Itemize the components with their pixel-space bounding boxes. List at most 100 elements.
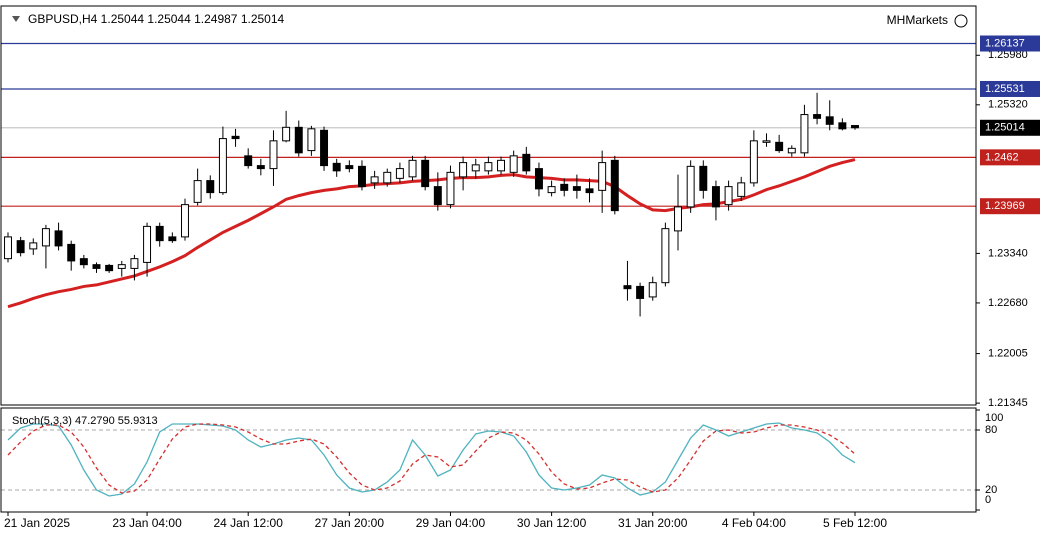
candle-body <box>29 242 38 250</box>
level-label: 1.26137 <box>985 37 1025 49</box>
candle-body <box>54 230 63 247</box>
x-tick-label: 30 Jan 12:00 <box>517 516 587 530</box>
candle-body <box>851 125 859 129</box>
candle-body <box>294 126 303 154</box>
candle-body <box>522 153 531 172</box>
x-tick-label: 27 Jan 20:00 <box>315 516 385 530</box>
candle-body <box>117 264 126 269</box>
candle-body <box>598 162 607 191</box>
y-tick-label: 1.23340 <box>988 247 1028 259</box>
candle-body <box>307 128 316 152</box>
stoch-panel-frame <box>0 407 977 513</box>
candle-body <box>433 186 442 206</box>
level-label-box <box>980 35 1040 52</box>
candle-body <box>825 116 834 125</box>
candle-body <box>585 188 594 194</box>
candle-body <box>446 171 455 206</box>
main-panel-frame <box>0 5 977 406</box>
candle-body <box>345 165 354 170</box>
x-tick-label: 23 Jan 04:00 <box>112 516 182 530</box>
candle-body <box>636 285 645 299</box>
candle-body <box>787 147 796 154</box>
brand: MHMarkets <box>887 13 948 27</box>
candle-body <box>497 159 506 172</box>
x-tick-label: 21 Jan 2025 <box>4 516 70 530</box>
candle-body <box>686 165 695 208</box>
candle-body <box>168 236 177 242</box>
level-label: 1.25014 <box>985 122 1025 134</box>
candle-body <box>79 258 88 266</box>
indicator-title: Stoch(5,3,3) 47.2790 55.9313 <box>12 415 158 427</box>
candle-body <box>282 126 291 142</box>
candle-body <box>648 282 657 298</box>
level-label-box <box>980 198 1040 215</box>
candle-body <box>256 165 265 170</box>
candle-body <box>92 264 101 269</box>
candle-body <box>737 182 746 197</box>
level-label: 1.25531 <box>985 83 1025 95</box>
candle-body <box>623 285 632 290</box>
candle-body <box>320 129 329 167</box>
candle-body <box>269 140 278 170</box>
candle-body <box>244 155 253 167</box>
y-tick-label: 1.25980 <box>988 49 1028 61</box>
candle-body <box>206 180 215 194</box>
stoch-signal-line <box>7 423 856 494</box>
y-tick-label: 1.25320 <box>988 99 1028 111</box>
candle-body <box>67 243 76 262</box>
candle-body <box>762 140 771 143</box>
candle-body <box>610 159 619 212</box>
y-tick-label: 0 <box>985 494 991 506</box>
x-tick-label: 29 Jan 04:00 <box>416 516 486 530</box>
candle-body <box>155 225 164 242</box>
candle-body <box>130 258 139 269</box>
level-label-box <box>980 80 1040 97</box>
candle-body <box>181 204 189 238</box>
y-tick-label: 100 <box>985 412 1003 424</box>
candle-body <box>661 228 670 284</box>
x-tick-label: 24 Jan 12:00 <box>213 516 283 530</box>
level-label-box <box>980 149 1040 166</box>
candle-body <box>572 186 581 191</box>
level-label-box <box>980 119 1040 136</box>
candle-body <box>534 168 543 190</box>
chart-title: GBPUSD,H4 1.25044 1.25044 1.24987 1.2501… <box>28 12 285 26</box>
y-tick-label: 20 <box>985 484 997 496</box>
candle-body <box>143 225 152 263</box>
candle-body <box>193 180 202 203</box>
y-tick-label: 1.22680 <box>988 297 1028 309</box>
candle-body <box>724 186 733 206</box>
candle-body <box>560 183 569 191</box>
candle-body <box>4 236 12 260</box>
x-tick-label: 4 Feb 04:00 <box>722 516 786 530</box>
candle-body <box>459 162 468 178</box>
y-tick-label: 1.22005 <box>988 347 1028 359</box>
candle-body <box>421 159 430 188</box>
level-label: 1.2462 <box>985 151 1019 163</box>
candle-body <box>370 176 379 184</box>
layer: 1.25980 1.25320 1.23340 1.22680 1.22005 1.213… <box>1 35 1040 530</box>
y-tick-label: 80 <box>985 424 997 436</box>
candle-body <box>775 141 784 152</box>
candle-body <box>674 206 682 232</box>
candle-body <box>711 186 720 208</box>
candle-body <box>471 164 480 172</box>
candle-body <box>509 155 518 173</box>
stoch-main-line <box>7 422 856 497</box>
candle-body <box>408 159 417 178</box>
y-tick-label: 1.21345 <box>988 397 1028 409</box>
candle-body <box>16 240 25 254</box>
candle-body <box>547 186 556 194</box>
x-tick-label: 5 Feb 12:00 <box>823 516 887 530</box>
candle-body <box>749 140 758 184</box>
candle-body <box>41 228 50 247</box>
candle-body <box>332 162 341 172</box>
x-tick-label: 31 Jan 20:00 <box>618 516 688 530</box>
candle-body <box>105 264 114 272</box>
candle-body <box>699 165 708 191</box>
candle-body <box>800 114 809 154</box>
candle-body <box>383 171 392 184</box>
